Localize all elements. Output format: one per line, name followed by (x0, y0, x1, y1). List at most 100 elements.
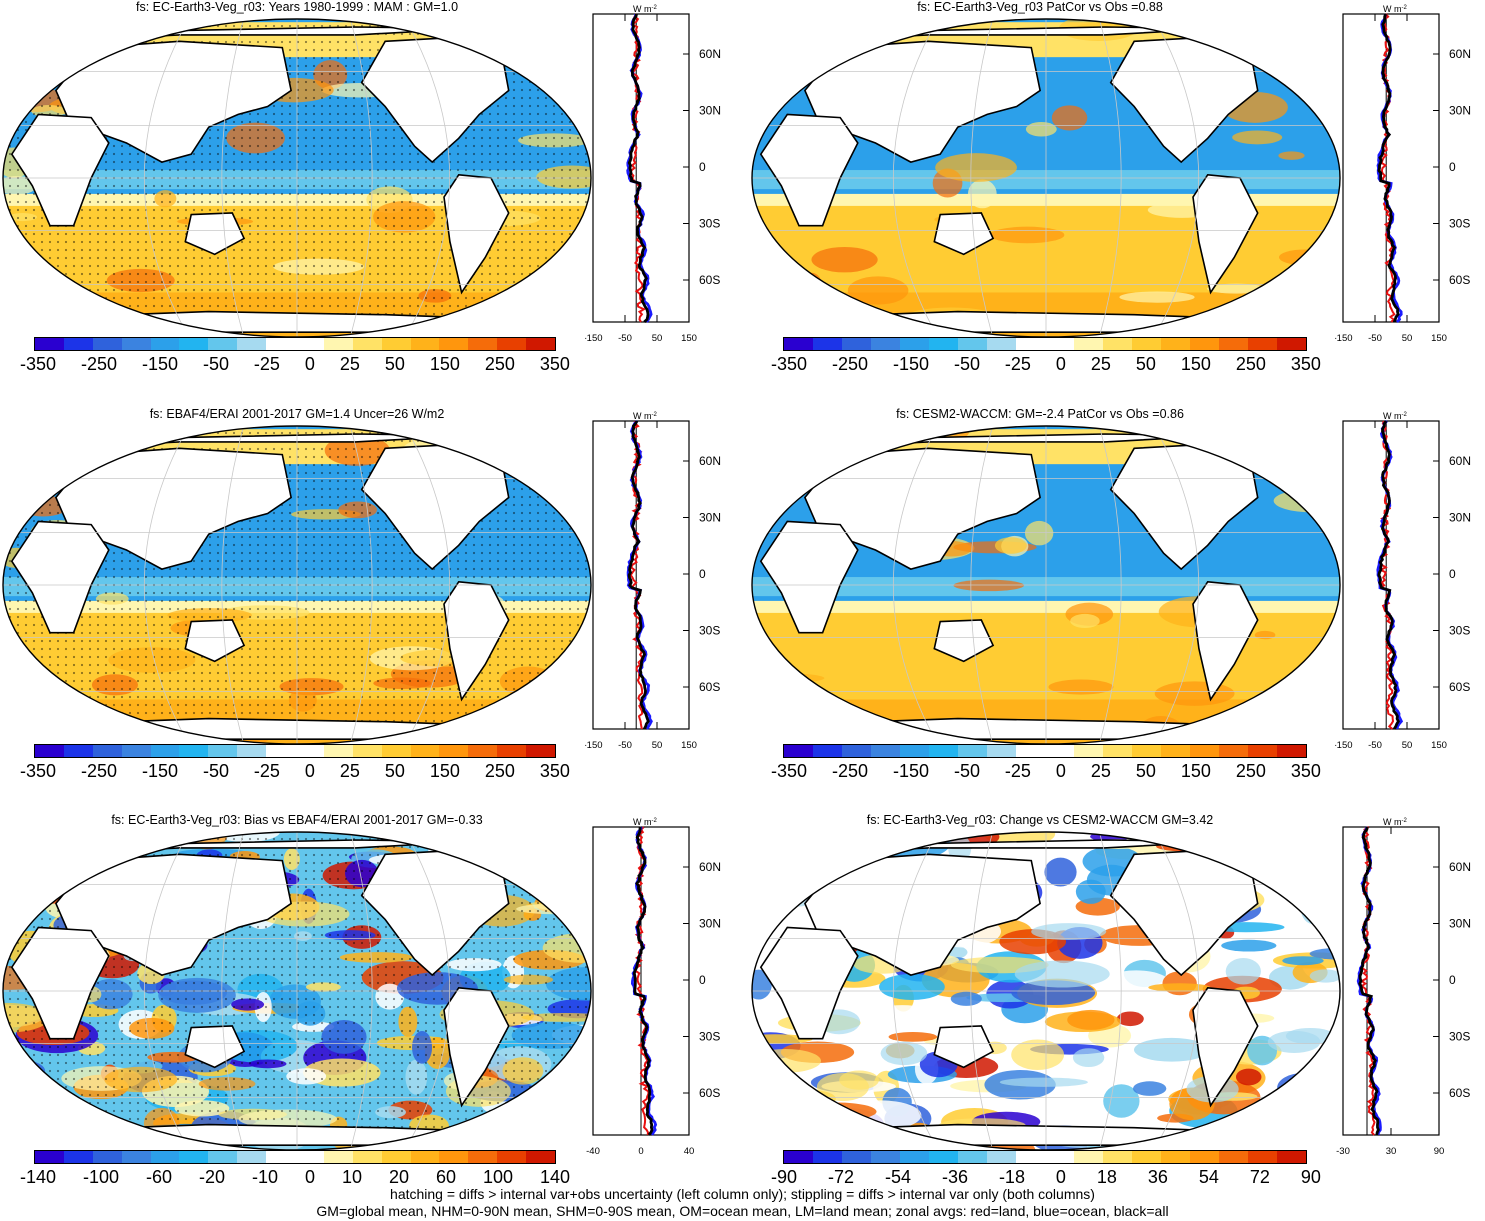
colorbar-swatch (784, 745, 813, 757)
zonal-unit-label: W m-2 (633, 411, 657, 421)
zonal-latitude-label: 60S (1449, 680, 1470, 694)
longitude-gridline (1098, 832, 1122, 1150)
colorbar-tick-label: 350 (539, 761, 570, 781)
zonal-latitude-label: 30S (1449, 1030, 1470, 1044)
colorbar-swatch (1132, 338, 1161, 350)
landmass (759, 113, 859, 227)
colorbar-tick-label: 150 (1180, 761, 1211, 781)
panel-title: fs: EC-Earth3-Veg_r03: Change vs CESM2-W… (866, 813, 1214, 827)
landmass (759, 926, 859, 1040)
colorbar-swatch (179, 1151, 209, 1163)
footer-line-2: GM=global mean, NHM=0-90N mean, SHM=0-90… (316, 1203, 1169, 1219)
colorbar-tick-label: 50 (384, 761, 405, 781)
landmass (933, 212, 995, 256)
colorbar-swatch (468, 745, 498, 757)
colorbar-labels: -90 -72 -54 -36 -18 0 18 36 54 72 90 (771, 1167, 1321, 1188)
zonal-x-tick-label: -50 (618, 333, 632, 344)
colorbar-swatch (92, 338, 122, 350)
landmass (184, 619, 246, 663)
landmass (1268, 27, 1324, 62)
zonal-x-tick-label: -150 (1335, 740, 1353, 751)
colorbar-swatch (871, 745, 900, 757)
colorbar-swatch (439, 745, 469, 757)
zonal-unit-label: W m-2 (633, 817, 657, 827)
colorbar-tick-label: -36 (941, 1167, 968, 1187)
zonal-land-line (1378, 420, 1395, 730)
colorbar-swatch (35, 338, 64, 350)
colorbar-swatch (1161, 338, 1190, 350)
zonal-x-tick-label: -50 (1368, 333, 1382, 344)
colorbar-tick-label: 36 (1147, 1167, 1168, 1187)
zonal-unit-label: W m-2 (1383, 817, 1407, 827)
zonal-average-plot: W m-2 60N 30N 0 30S 60S -40 0 40 (586, 817, 721, 1157)
colorbar-tick-label: -54 (884, 1167, 911, 1187)
colorbar-tick-label: -350 (771, 761, 808, 781)
colorbar-swatch (784, 1151, 813, 1163)
colorbar-swatch (1248, 338, 1277, 350)
zonal-average-plot: W m-2 60N 30N 0 30S 60S -150 -50 50 150 (585, 4, 721, 344)
landmass (1192, 173, 1259, 295)
colorbar-swatch (1190, 338, 1219, 350)
colorbar-swatch (1074, 1151, 1103, 1163)
colorbar-tick-label: -350 (20, 761, 57, 781)
colorbar-swatch (150, 338, 180, 350)
landmass (519, 434, 575, 469)
zonal-all-line (627, 13, 650, 324)
colorbar-swatch (121, 338, 151, 350)
landmass (1192, 986, 1259, 1108)
colorbar-tick-label: -20 (198, 1167, 225, 1187)
zonal-latitude-label: 30N (1449, 104, 1471, 118)
colorbar (783, 337, 1307, 351)
robinson-map (751, 831, 1341, 1151)
panel-2: fs: EC-Earth3-Veg_r03 PatCor vs Obs =0.8… (743, 0, 1485, 406)
colorbar-swatch (208, 1151, 238, 1163)
colorbar-swatch (295, 338, 324, 350)
landmass (10, 520, 110, 634)
colorbar-tick-label: -150 (892, 761, 929, 781)
colorbar-tick-label: 100 (482, 1167, 513, 1187)
colorbar-swatch (468, 338, 498, 350)
colorbar-swatch (1277, 1151, 1306, 1163)
colorbar-tick-label: 250 (1235, 761, 1266, 781)
colorbar-tick-label: 250 (484, 354, 515, 374)
longitude-gridline (1098, 19, 1122, 337)
longitude-gridline (893, 426, 939, 744)
colorbar-swatch (1016, 745, 1045, 757)
zonal-all-line (1377, 13, 1400, 323)
colorbar-tick-label: -250 (831, 761, 869, 781)
colorbar-tick-label: -18 (998, 1167, 1025, 1187)
zonal-latitude-label: 60S (1449, 273, 1470, 287)
zonal-latitude-label: 30N (699, 511, 721, 525)
colorbar-swatch (63, 745, 93, 757)
landmass (443, 173, 510, 295)
colorbar-tick-label: 60 (435, 1167, 456, 1187)
zonal-latitude-label: 60N (699, 47, 721, 61)
zonal-latitude-label: 30S (1449, 624, 1470, 638)
colorbar-swatch (323, 745, 353, 757)
panel-5: fs: EC-Earth3-Veg_r03: Bias vs EBAF4/ERA… (0, 813, 742, 1219)
zonal-frame (592, 420, 690, 730)
colorbar-swatch (987, 1151, 1016, 1163)
colorbar-tick-label: 250 (484, 761, 515, 781)
colorbar-tick-label: 350 (1290, 354, 1321, 374)
footer-line-1: hatching = diffs > internal var+obs unce… (390, 1186, 1095, 1202)
zonal-unit-label: W m-2 (1383, 4, 1407, 14)
landmass (10, 926, 110, 1040)
zonal-x-tick-label: -150 (585, 333, 603, 344)
colorbar-swatch (497, 745, 527, 757)
colorbar-swatch (1103, 338, 1132, 350)
colorbar-swatch (352, 745, 382, 757)
longitude-gridline (221, 832, 245, 1150)
colorbar-labels: -350 -250 -150 -50 -25 0 25 50 150 250 350 (20, 354, 570, 375)
colorbar-tick-label: -140 (20, 1167, 57, 1187)
colorbar-swatch (92, 1151, 122, 1163)
zonal-latitude-label: 0 (699, 160, 706, 174)
panel-3: fs: EBAF4/ERAI 2001-2017 GM=1.4 Uncer=26… (0, 407, 742, 813)
colorbar-swatch (900, 745, 929, 757)
colorbar-swatch (410, 1151, 440, 1163)
colorbar-swatch (1190, 745, 1219, 757)
zonal-average-plot: W m-2 60N 30N 0 30S 60S -30 30 90 (1336, 817, 1471, 1157)
colorbar (783, 744, 1307, 758)
colorbar-swatch (121, 745, 151, 757)
zonal-latitude-label: 60N (699, 454, 721, 468)
